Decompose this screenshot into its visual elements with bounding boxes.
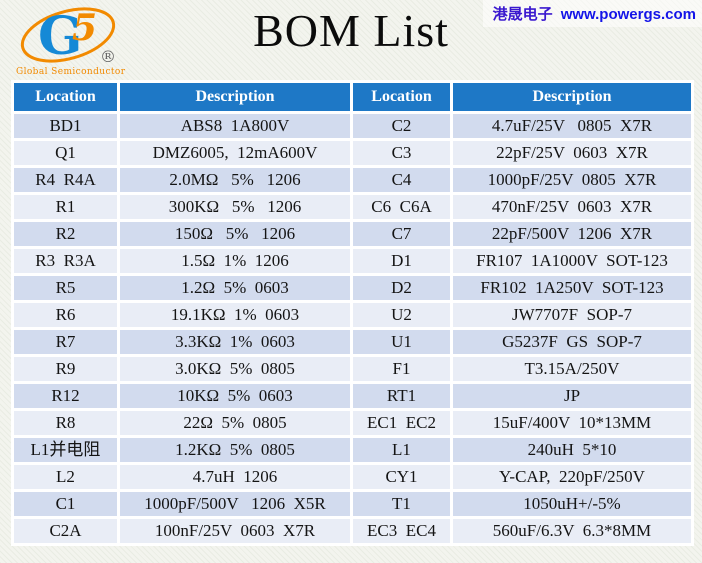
location-cell: R9 — [11, 354, 120, 384]
description-cell: Y-CAP, 220pF/250V — [450, 462, 694, 492]
location-cell: R5 — [11, 273, 120, 303]
location-cell: C4 — [350, 165, 453, 195]
description-cell: 1.2Ω 5% 0603 — [117, 273, 353, 303]
location-cell: F1 — [350, 354, 453, 384]
description-cell: 22pF/25V 0603 X7R — [450, 138, 694, 168]
header-location-2: Location — [350, 80, 453, 114]
location-cell: U1 — [350, 327, 453, 357]
description-cell: JW7707F SOP-7 — [450, 300, 694, 330]
bom-table: Location Description Location Descriptio… — [11, 80, 694, 546]
table-row: C2A 100nF/25V 0603 X7R EC3 EC4 560uF/6.3… — [11, 516, 694, 546]
description-cell: 2.0MΩ 5% 1206 — [117, 165, 353, 195]
location-cell: L1 — [350, 435, 453, 465]
location-cell: T1 — [350, 489, 453, 519]
description-cell: 3.0KΩ 5% 0805 — [117, 354, 353, 384]
description-cell: 1050uH+/-5% — [450, 489, 694, 519]
location-cell: R12 — [11, 381, 120, 411]
location-cell: EC1 EC2 — [350, 408, 453, 438]
table-row: R2 150Ω 5% 1206 C7 22pF/500V 1206 X7R — [11, 219, 694, 249]
description-cell: 15uF/400V 10*13MM — [450, 408, 694, 438]
page-title: BOM List — [253, 5, 449, 56]
location-cell: L2 — [11, 462, 120, 492]
logo-g-letter: G — [38, 6, 82, 67]
location-cell: R1 — [11, 192, 120, 222]
table-row: L2 4.7uH 1206 CY1 Y-CAP, 220pF/250V — [11, 462, 694, 492]
description-cell: FR102 1A250V SOT-123 — [450, 273, 694, 303]
watermark: 港晟电子 www.powergs.com — [482, 0, 702, 27]
description-cell: 240uH 5*10 — [450, 435, 694, 465]
description-cell: G5237F GS SOP-7 — [450, 327, 694, 357]
location-cell: R8 — [11, 408, 120, 438]
location-cell: D1 — [350, 246, 453, 276]
table-row: R3 R3A 1.5Ω 1% 1206 D1 FR107 1A1000V SOT… — [11, 246, 694, 276]
description-cell: FR107 1A1000V SOT-123 — [450, 246, 694, 276]
table-row: R12 10KΩ 5% 0603 RT1 JP — [11, 381, 694, 411]
table-header-row: Location Description Location Descriptio… — [11, 80, 694, 114]
watermark-url[interactable]: www.powergs.com — [560, 6, 696, 23]
registered-mark-icon: ® — [100, 47, 116, 66]
description-cell: 300KΩ 5% 1206 — [117, 192, 353, 222]
description-cell: 4.7uH 1206 — [117, 462, 353, 492]
location-cell: R2 — [11, 219, 120, 249]
description-cell: 19.1KΩ 1% 0603 — [117, 300, 353, 330]
table-row: R6 19.1KΩ 1% 0603 U2 JW7707F SOP-7 — [11, 300, 694, 330]
table-row: L1并电阻 1.2KΩ 5% 0805 L1 240uH 5*10 — [11, 435, 694, 465]
table-row: R5 1.2Ω 5% 0603 D2 FR102 1A250V SOT-123 — [11, 273, 694, 303]
location-cell: Q1 — [11, 138, 120, 168]
location-cell: R3 R3A — [11, 246, 120, 276]
location-cell: R6 — [11, 300, 120, 330]
description-cell: 1.2KΩ 5% 0805 — [117, 435, 353, 465]
location-cell: C7 — [350, 219, 453, 249]
description-cell: 1.5Ω 1% 1206 — [117, 246, 353, 276]
location-cell: R4 R4A — [11, 165, 120, 195]
location-cell: R7 — [11, 327, 120, 357]
location-cell: D2 — [350, 273, 453, 303]
description-cell: 3.3KΩ 1% 0603 — [117, 327, 353, 357]
table-row: C1 1000pF/500V 1206 X5R T1 1050uH+/-5% — [11, 489, 694, 519]
company-logo: G 5 ® Global Semiconductor — [16, 6, 126, 76]
description-cell: 22pF/500V 1206 X7R — [450, 219, 694, 249]
description-cell: 4.7uF/25V 0805 X7R — [450, 111, 694, 141]
header-description-2: Description — [450, 80, 694, 114]
location-cell: RT1 — [350, 381, 453, 411]
header-location-1: Location — [11, 80, 120, 114]
table-row: R9 3.0KΩ 5% 0805 F1 T3.15A/250V — [11, 354, 694, 384]
location-cell: C1 — [11, 489, 120, 519]
logo-ellipse — [20, 7, 116, 63]
watermark-brand: 港晟电子 — [492, 6, 553, 23]
description-cell: ABS8 1A800V — [117, 111, 353, 141]
location-cell: C2A — [11, 516, 120, 546]
description-cell: 560uF/6.3V 6.3*8MM — [450, 516, 694, 546]
location-cell: CY1 — [350, 462, 453, 492]
location-cell: C2 — [350, 111, 453, 141]
description-cell: 100nF/25V 0603 X7R — [117, 516, 353, 546]
location-cell: EC3 EC4 — [350, 516, 453, 546]
description-cell: DMZ6005, 12mA600V — [117, 138, 353, 168]
description-cell: 150Ω 5% 1206 — [117, 219, 353, 249]
description-cell: T3.15A/250V — [450, 354, 694, 384]
table-row: R1 300KΩ 5% 1206 C6 C6A 470nF/25V 0603 X… — [11, 192, 694, 222]
description-cell: JP — [450, 381, 694, 411]
table-row: R7 3.3KΩ 1% 0603 U1 G5237F GS SOP-7 — [11, 327, 694, 357]
table-row: Q1 DMZ6005, 12mA600V C3 22pF/25V 0603 X7… — [11, 138, 694, 168]
location-cell: U2 — [350, 300, 453, 330]
table-row: R8 22Ω 5% 0805 EC1 EC2 15uF/400V 10*13MM — [11, 408, 694, 438]
description-cell: 470nF/25V 0603 X7R — [450, 192, 694, 222]
description-cell: 1000pF/500V 1206 X5R — [117, 489, 353, 519]
description-cell: 1000pF/25V 0805 X7R — [450, 165, 694, 195]
location-cell: BD1 — [11, 111, 120, 141]
description-cell: 22Ω 5% 0805 — [117, 408, 353, 438]
logo-caption: Global Semiconductor — [16, 67, 126, 76]
location-cell: L1并电阻 — [11, 435, 120, 465]
description-cell: 10KΩ 5% 0603 — [117, 381, 353, 411]
location-cell: C6 C6A — [350, 192, 453, 222]
table-row: R4 R4A 2.0MΩ 5% 1206 C4 1000pF/25V 0805 … — [11, 165, 694, 195]
table-row: BD1 ABS8 1A800V C2 4.7uF/25V 0805 X7R — [11, 111, 694, 141]
header-description-1: Description — [117, 80, 353, 114]
location-cell: C3 — [350, 138, 453, 168]
logo-five: 5 — [72, 7, 97, 49]
